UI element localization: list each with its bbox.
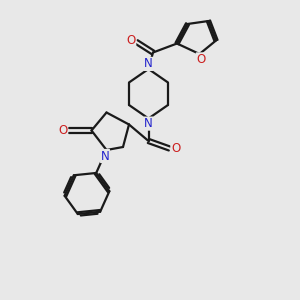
Text: O: O	[196, 53, 206, 66]
Text: O: O	[58, 124, 68, 137]
Text: O: O	[127, 34, 136, 47]
Text: O: O	[171, 142, 180, 155]
Text: N: N	[144, 57, 153, 70]
Text: N: N	[144, 117, 153, 130]
Text: N: N	[100, 149, 109, 163]
